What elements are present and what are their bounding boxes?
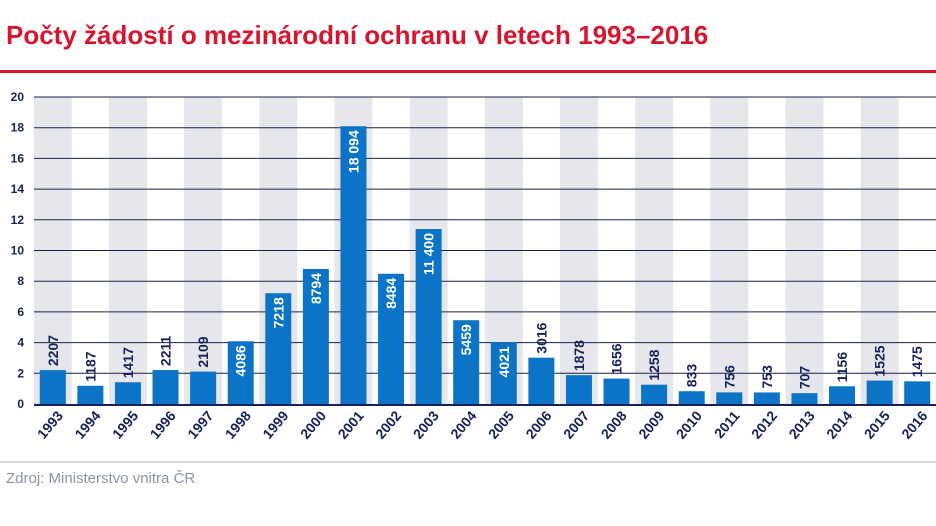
x-tick-label-2003: 2003 bbox=[410, 407, 442, 441]
bar-value-label-1996: 2211 bbox=[158, 335, 174, 366]
bar-1996 bbox=[152, 370, 179, 404]
x-tick-label-1994: 1994 bbox=[71, 407, 103, 441]
bar-1993 bbox=[39, 370, 66, 404]
bar-value-label-2014: 1156 bbox=[834, 352, 850, 383]
y-tick-label: 8 bbox=[17, 274, 24, 288]
x-tick-label-1993: 1993 bbox=[34, 407, 66, 441]
bar-value-label-2003: 11 400 bbox=[421, 233, 437, 275]
x-tick-label-2015: 2015 bbox=[861, 407, 893, 441]
title-rule bbox=[0, 70, 936, 73]
y-tick-label: 14 bbox=[11, 182, 25, 196]
bar-2001 bbox=[340, 126, 367, 404]
bar-value-label-1999: 7218 bbox=[270, 297, 286, 328]
bar-value-label-2013: 707 bbox=[796, 366, 812, 390]
y-tick-label: 12 bbox=[11, 213, 25, 227]
x-tick-label-2008: 2008 bbox=[598, 407, 630, 441]
bar-value-label-2012: 753 bbox=[759, 365, 775, 389]
x-tick-label-2000: 2000 bbox=[297, 407, 329, 441]
bar-value-label-2015: 1525 bbox=[872, 345, 888, 376]
bar-2002 bbox=[378, 273, 405, 404]
x-tick-label-1995: 1995 bbox=[109, 407, 141, 441]
x-tick-label-2014: 2014 bbox=[823, 407, 855, 441]
y-tick-label: 4 bbox=[17, 336, 24, 350]
x-tick-label-1998: 1998 bbox=[222, 407, 254, 441]
bar-2013 bbox=[791, 393, 818, 404]
bar-2005 bbox=[490, 342, 517, 404]
bar-2000 bbox=[302, 269, 329, 404]
bar-1997 bbox=[190, 371, 217, 404]
bar-2007 bbox=[565, 375, 592, 404]
bar-value-label-1997: 2109 bbox=[195, 336, 211, 367]
x-tick-label-1999: 1999 bbox=[259, 407, 291, 441]
y-tick-label: 2 bbox=[17, 366, 24, 380]
x-tick-label-2009: 2009 bbox=[635, 407, 667, 441]
bar-value-label-2001: 18 094 bbox=[345, 130, 361, 173]
bar-2009 bbox=[641, 384, 668, 404]
bar-2012 bbox=[753, 392, 780, 404]
y-axis-ticks: 0 2 4 6 8 10 12 14 16 18 20 bbox=[11, 90, 25, 411]
y-tick-label: 10 bbox=[11, 244, 25, 258]
bar-value-label-2004: 5459 bbox=[458, 324, 474, 355]
x-tick-label-2013: 2013 bbox=[785, 407, 817, 441]
bar-value-label-2008: 1656 bbox=[609, 343, 625, 374]
x-tick-label-2011: 2011 bbox=[711, 407, 743, 441]
source-note: Zdroj: Ministerstvo vnitra ČR bbox=[6, 470, 196, 487]
x-tick-label-2001: 2001 bbox=[334, 407, 366, 441]
chart-title: Počty žádostí o mezinárodní ochranu v le… bbox=[6, 20, 709, 50]
bar-2004 bbox=[453, 320, 480, 404]
bar-series bbox=[39, 126, 931, 404]
bar-2008 bbox=[603, 378, 630, 404]
x-tick-label-2005: 2005 bbox=[485, 407, 517, 441]
x-tick-label-2004: 2004 bbox=[447, 407, 479, 441]
x-tick-label-2006: 2006 bbox=[522, 407, 554, 441]
bar-value-labels: 2207 1187 1417 2211 2109 4086 7218 8794 18 094 84… bbox=[45, 130, 925, 389]
y-tick-label: 16 bbox=[11, 151, 25, 165]
x-tick-label-2010: 2010 bbox=[673, 407, 705, 441]
bar-value-label-1998: 4086 bbox=[233, 345, 249, 376]
bar-2011 bbox=[716, 392, 743, 404]
x-tick-label-2012: 2012 bbox=[748, 407, 780, 441]
y-tick-label: 20 bbox=[11, 90, 25, 104]
bar-value-label-2011: 756 bbox=[721, 365, 737, 389]
bar-value-label-2005: 4021 bbox=[496, 346, 512, 377]
bar-value-label-2007: 1878 bbox=[571, 340, 587, 371]
bar-1995 bbox=[114, 382, 141, 404]
bar-1998 bbox=[227, 341, 254, 404]
bar-1999 bbox=[265, 293, 292, 404]
bar-value-label-2002: 8484 bbox=[383, 278, 399, 309]
bar-2016 bbox=[904, 381, 931, 404]
bar-value-label-2009: 1258 bbox=[646, 349, 662, 380]
x-tick-label-2007: 2007 bbox=[560, 407, 592, 441]
y-tick-label: 0 bbox=[17, 397, 24, 411]
bar-2015 bbox=[866, 380, 893, 404]
bar-2014 bbox=[829, 386, 856, 404]
bar-value-label-2006: 3016 bbox=[533, 322, 549, 353]
x-tick-label-2016: 2016 bbox=[898, 407, 930, 441]
bar-2010 bbox=[678, 391, 705, 404]
x-tick-label-1996: 1996 bbox=[147, 407, 179, 441]
x-tick-label-2002: 2002 bbox=[372, 407, 404, 441]
bar-value-label-2010: 833 bbox=[684, 364, 700, 388]
bar-value-label-2000: 8794 bbox=[308, 273, 324, 304]
bar-2003 bbox=[415, 229, 442, 404]
x-axis-ticks: 1993 1994 1995 1996 1997 1998 1999 2000 2001 2002… bbox=[34, 407, 931, 441]
bar-value-label-1993: 2207 bbox=[45, 335, 61, 366]
x-tick-label-1997: 1997 bbox=[184, 407, 216, 441]
bar-value-label-1995: 1417 bbox=[120, 347, 136, 378]
y-tick-label: 18 bbox=[11, 121, 25, 135]
bar-value-label-2016: 1475 bbox=[909, 346, 925, 377]
bar-1994 bbox=[77, 385, 104, 404]
y-tick-label: 6 bbox=[17, 305, 24, 319]
gridlines bbox=[34, 96, 936, 374]
bar-value-label-1994: 1187 bbox=[82, 351, 98, 382]
bar-2006 bbox=[528, 357, 555, 404]
